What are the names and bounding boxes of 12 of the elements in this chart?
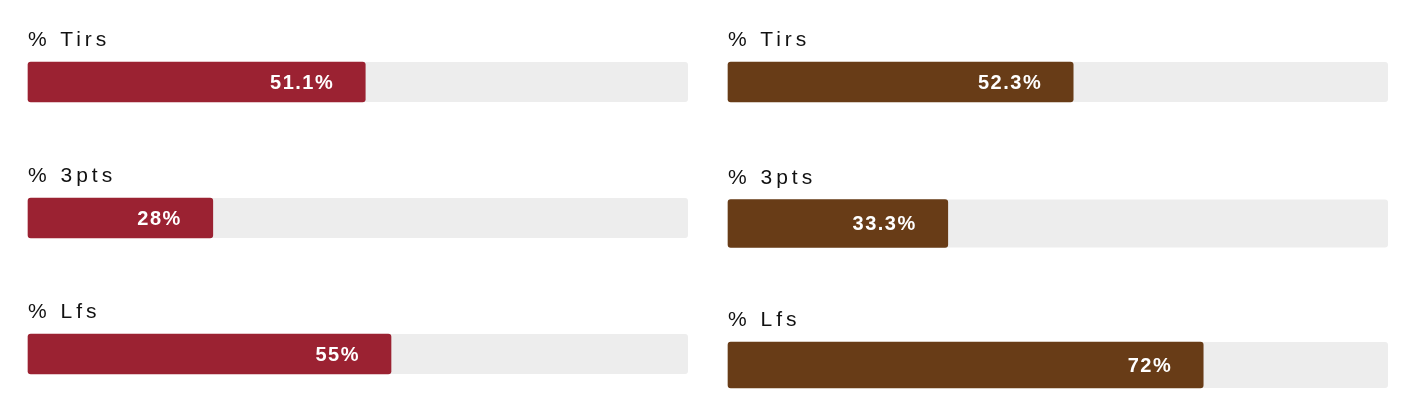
y-tick-label: % Lfs xyxy=(728,307,801,330)
y-tick-label: % Tirs xyxy=(28,27,111,50)
y-tick-label: % 3pts xyxy=(28,163,117,186)
y-tick-label: % Lfs xyxy=(28,299,101,322)
y-tick-label: % Tirs xyxy=(728,27,811,50)
data-label: 55% xyxy=(315,342,360,365)
data-label: 33.3% xyxy=(852,212,917,235)
data-label: 28% xyxy=(137,206,182,229)
data-label: 51.1% xyxy=(270,70,335,93)
y-tick-label: % 3pts xyxy=(728,164,817,188)
data-label: 52.3% xyxy=(977,70,1043,93)
data-label: 72% xyxy=(1127,353,1173,376)
